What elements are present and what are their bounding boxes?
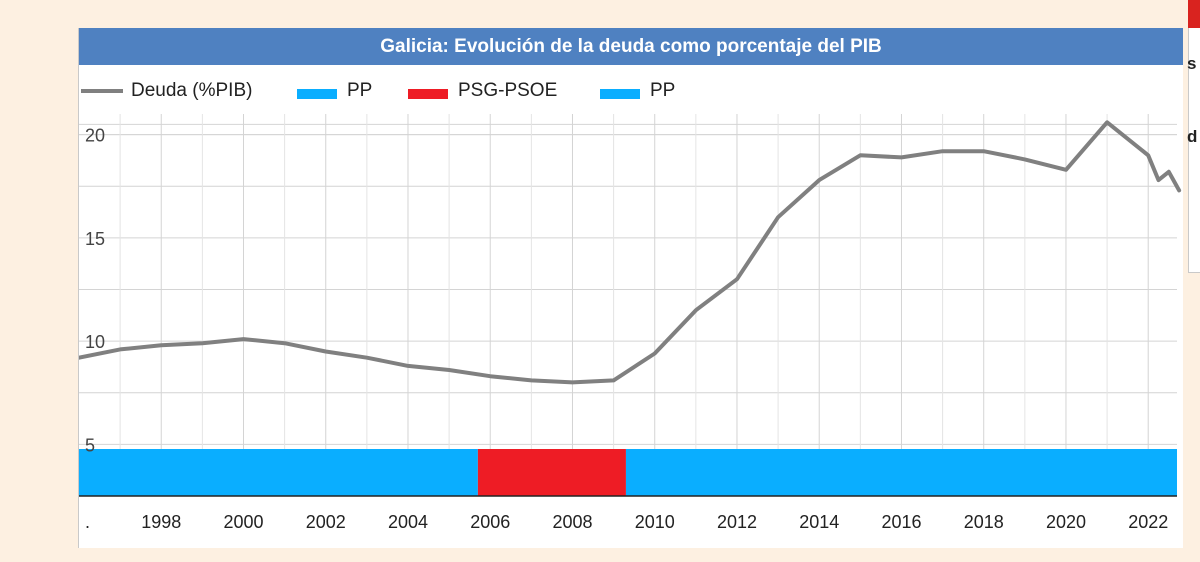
government-band-2: [625, 449, 1177, 496]
side-panel-letter-d: d: [1187, 127, 1198, 146]
x-tick-label: 2022: [1128, 512, 1168, 532]
plot-area: 5 10 15 20 1998 2000 2002 2004 2006 2008 2010 2012 2…: [79, 114, 1182, 532]
x-tick-label: 2020: [1046, 512, 1086, 532]
x-tick-label: 2004: [388, 512, 428, 532]
side-panel-letter-s: s: [1187, 54, 1197, 73]
side-panel: [1188, 0, 1200, 273]
x-tick-label: 2012: [717, 512, 757, 532]
x-tick-label: 2002: [306, 512, 346, 532]
legend-label-pp-2: PP: [650, 80, 676, 101]
x-tick-label: 2018: [964, 512, 1004, 532]
x-tick-label: 2008: [552, 512, 592, 532]
legend-item-deuda: Deuda (%PIB): [81, 80, 252, 102]
x-tick-label: 2014: [799, 512, 839, 532]
legend: Deuda (%PIB) PP PSG-PSOE PP: [79, 80, 1183, 108]
y-tick-label: 15: [85, 229, 105, 249]
x-tick-label: 2006: [470, 512, 510, 532]
x-tick-label: 2010: [635, 512, 675, 532]
x-tick-label: 2000: [223, 512, 263, 532]
legend-item-pp: PP: [297, 80, 372, 102]
x-tick-label-first: .: [85, 512, 90, 532]
legend-item-pp-2: PP: [600, 80, 675, 102]
legend-line-swatch: [81, 89, 123, 93]
side-panel-red-tab: [1188, 0, 1200, 28]
legend-label-deuda: Deuda (%PIB): [131, 80, 253, 101]
series-line-deuda: [79, 120, 1182, 385]
x-tick-label: 2016: [881, 512, 921, 532]
legend-label-pp: PP: [347, 80, 373, 101]
chart-panel: Galicia: Evolución de la deuda como porc…: [78, 28, 1183, 548]
chart-title: Galicia: Evolución de la deuda como porc…: [79, 28, 1183, 65]
x-tick-label: 1998: [141, 512, 181, 532]
legend-box-swatch-pp: [297, 89, 337, 99]
government-band-1: [477, 449, 626, 496]
legend-box-swatch-pp-2: [600, 89, 640, 99]
legend-label-psg-psoe: PSG-PSOE: [458, 80, 558, 101]
y-tick-label: 20: [85, 126, 105, 146]
legend-item-psg-psoe: PSG-PSOE: [408, 80, 557, 102]
legend-box-swatch-psg-psoe: [408, 89, 448, 99]
y-tick-label: 5: [85, 435, 95, 455]
y-tick-label: 10: [85, 332, 105, 352]
government-band-0: [79, 449, 478, 496]
